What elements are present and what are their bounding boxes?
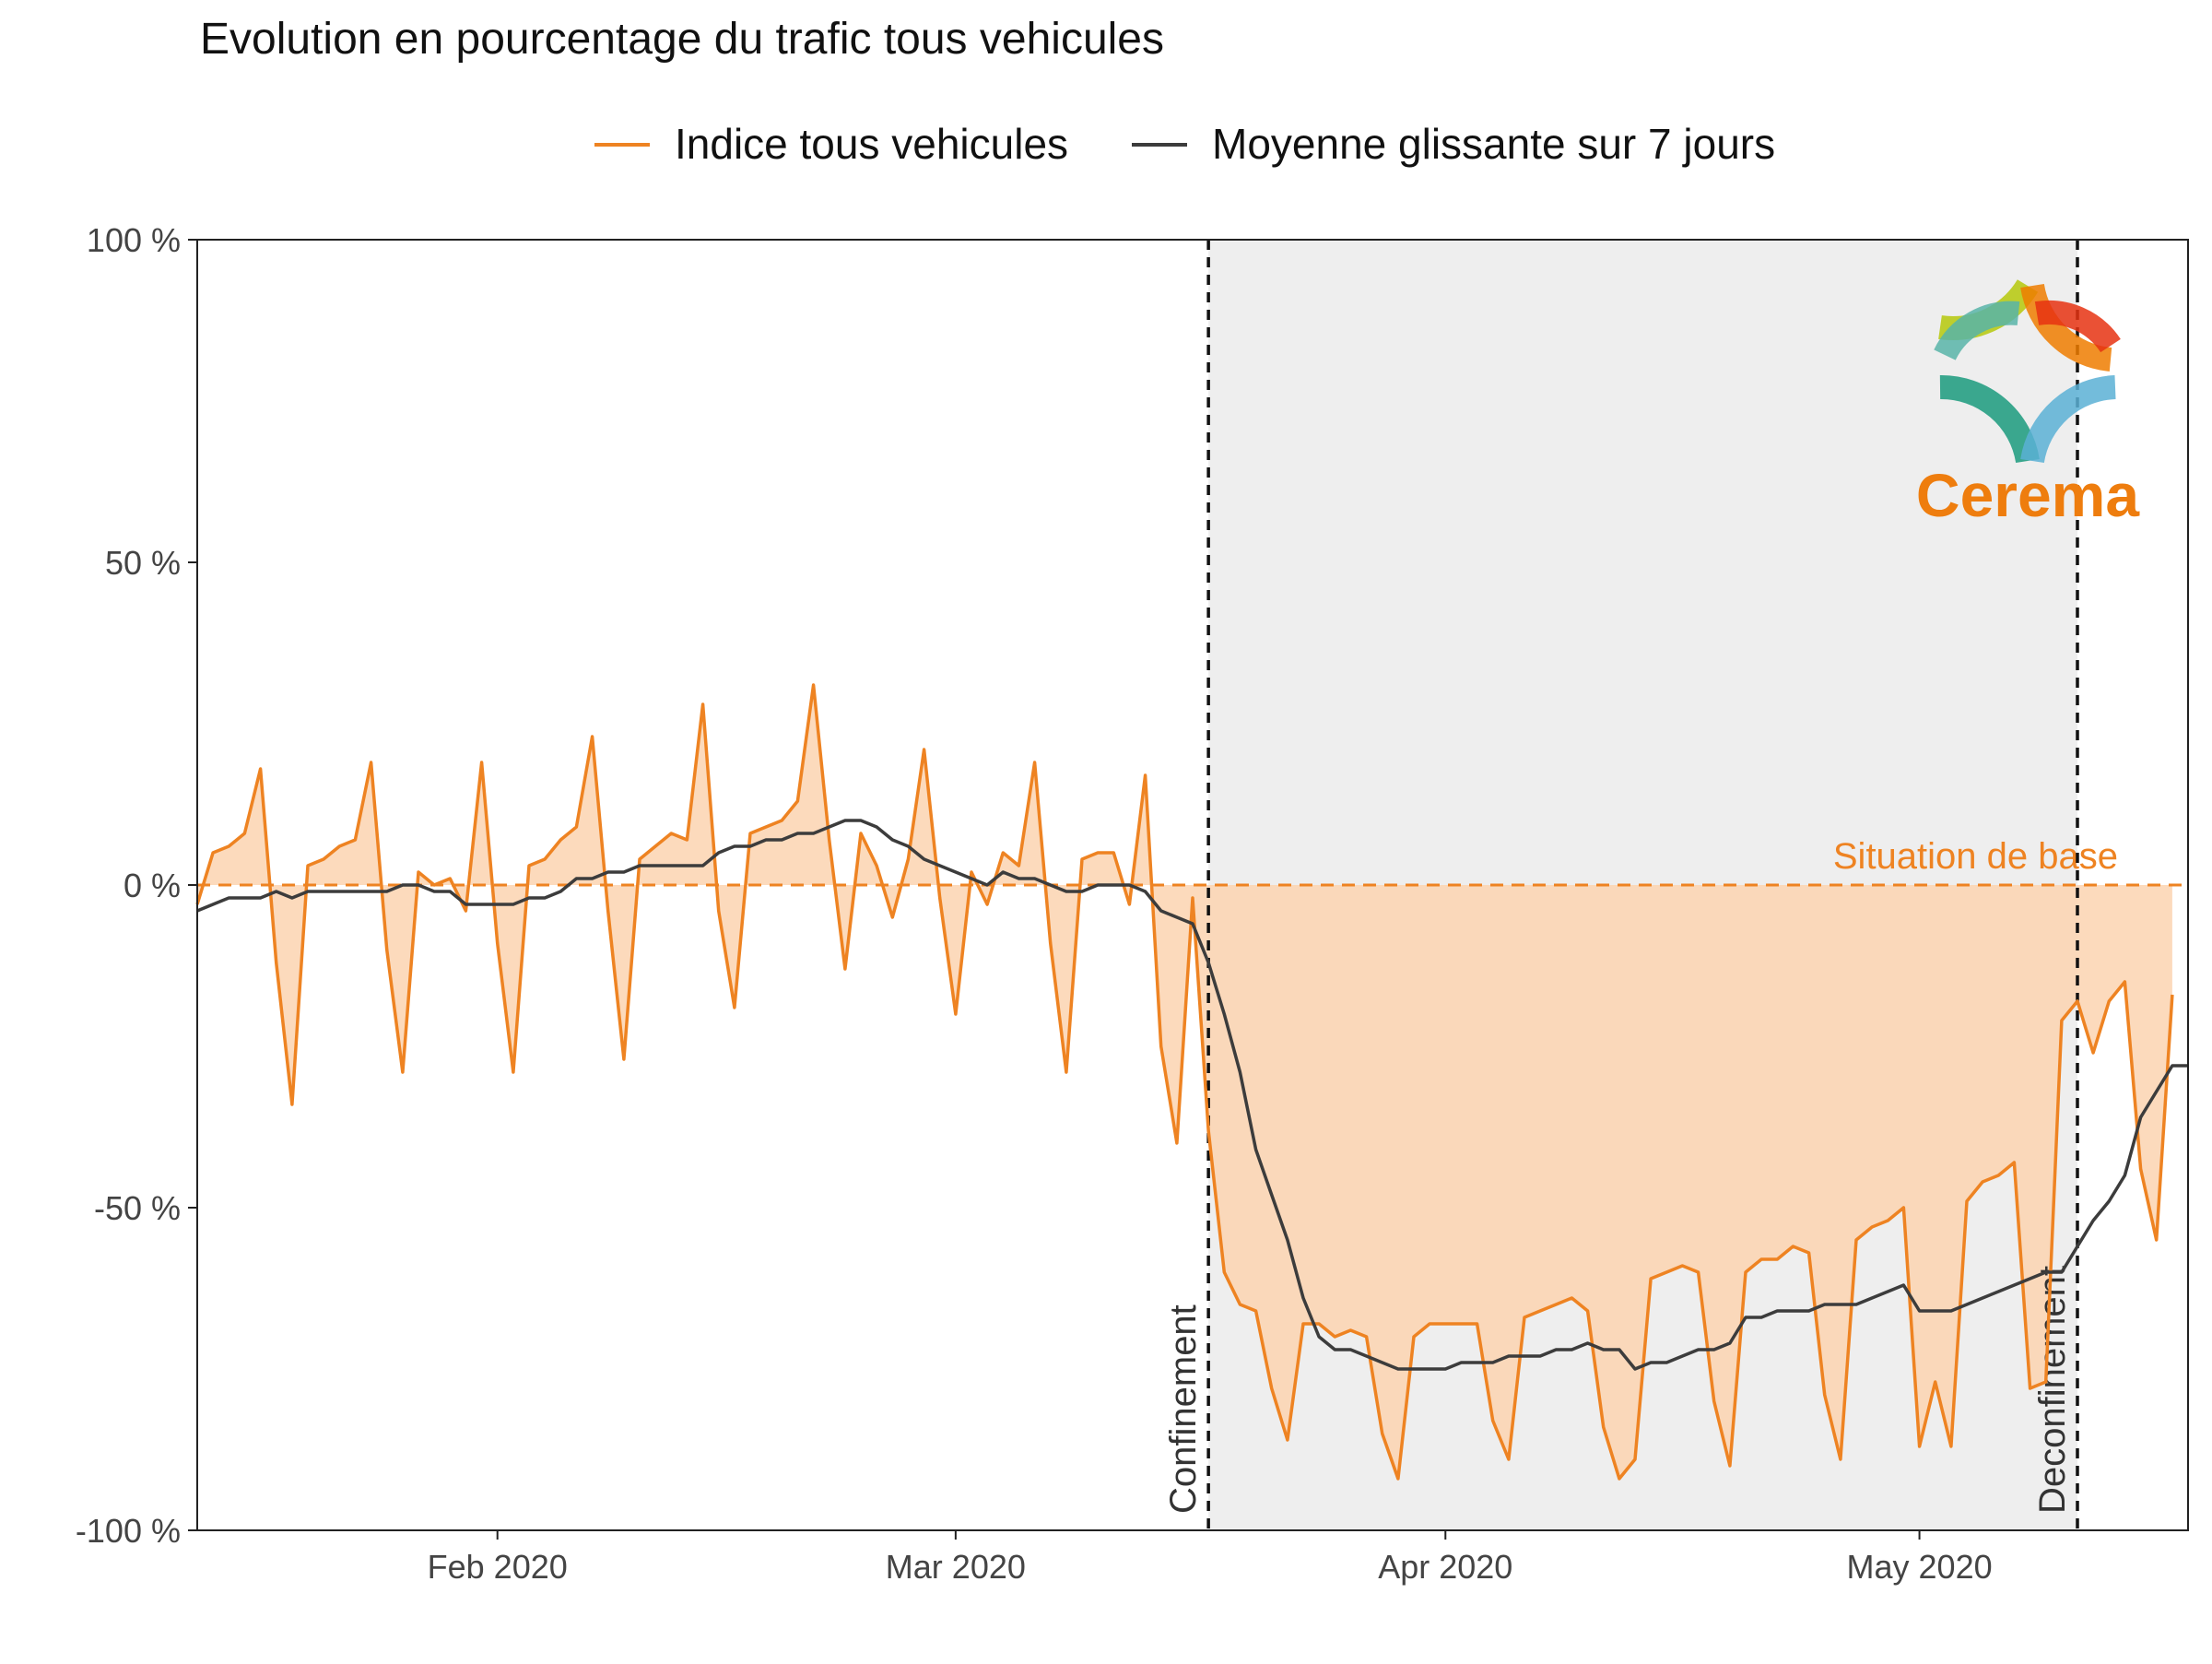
logo-arc-3 (2020, 375, 2116, 464)
y-tick-label-3: -50 % (94, 1189, 181, 1227)
chart-title: Evolution en pourcentage du trafic tous … (200, 15, 1164, 64)
series-line-moyenne (196, 819, 2188, 1371)
period-label-0: Confinement (1163, 1304, 1204, 1514)
x-tick-label-1: Mar 2020 (886, 1548, 1026, 1586)
x-tick-label-3: May 2020 (1847, 1548, 1993, 1586)
plot-area: Situation de base Confinement Deconfinemen… (76, 221, 2189, 1586)
x-tick-label-2: Apr 2020 (1378, 1548, 1512, 1586)
y-tick-label-2: 0 % (124, 867, 181, 904)
deviation-area (197, 685, 2172, 1479)
logo-arc-5 (2034, 300, 2121, 353)
y-tick-label-0: 100 % (87, 221, 181, 259)
legend-label-moyenne: Moyenne glissante sur 7 jours (1212, 120, 1775, 168)
logo-arc-1 (2020, 283, 2112, 372)
baseline-label: Situation de base (1833, 836, 2118, 877)
y-tick-label-1: 50 % (105, 544, 181, 582)
period-label-1: Deconfinement (2032, 1266, 2073, 1514)
legend: Indice tous vehicules Moyenne glissante … (594, 120, 1775, 168)
legend-label-indice: Indice tous vehicules (675, 120, 1068, 168)
x-tick-label-0: Feb 2020 (428, 1548, 568, 1586)
cerema-logo-text: Cerema (1916, 461, 2140, 529)
cerema-logo: Cerema (1916, 278, 2140, 529)
y-tick-label-4: -100 % (76, 1512, 181, 1550)
logo-arc-4 (1934, 301, 2020, 361)
